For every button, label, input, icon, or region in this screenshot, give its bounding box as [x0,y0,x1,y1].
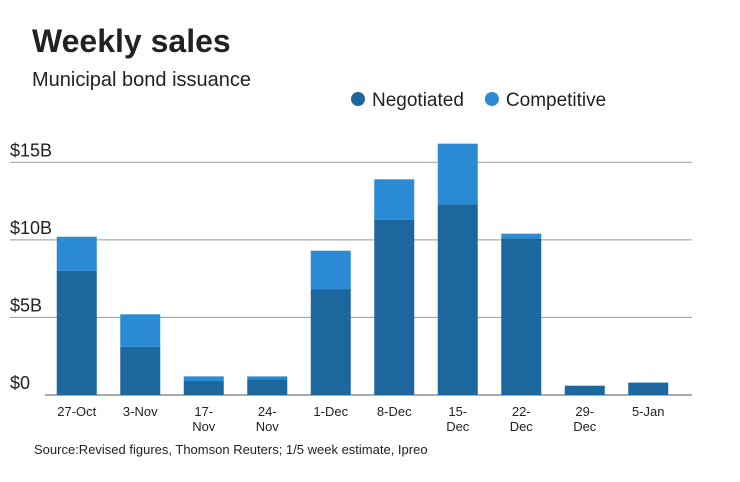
chart-subtitle: Municipal bond issuance [32,69,251,91]
bar-segment [310,250,351,290]
bar-segment [564,385,605,395]
y-tick-label: $10B [10,218,52,238]
x-tick-label: 15-Dec [446,404,470,434]
bar-segment [247,376,288,380]
legend-marker [351,92,365,106]
x-tick-label: 3-Nov [122,404,158,419]
bar-segment [437,204,478,395]
x-tick-label: 27-Oct [57,404,97,419]
bar-segment [628,382,669,395]
bar-segment [120,346,161,395]
x-tick-label: 22-Dec [509,404,533,434]
y-tick-label: $0 [10,373,30,393]
x-tick-label: 1-Dec [313,404,349,419]
bar-segment [120,314,161,347]
legend-label: Competitive [506,90,606,111]
source-note: Source:Revised figures, Thomson Reuters;… [34,442,428,457]
chart-title: Weekly sales [32,23,231,59]
bar-segment [374,179,415,220]
bar-segment [56,270,97,395]
bar-segment [247,379,288,395]
bar-segment [56,236,97,271]
x-tick-label: 17-Nov [192,404,216,434]
bar-segment [183,381,224,395]
x-tick-label: 29-Dec [573,404,597,434]
x-tick-label: 24-Nov [255,404,279,434]
bar-segment [374,219,415,395]
x-tick-label: 5-Jan [631,404,665,419]
bar-segment [437,143,478,205]
bar-segment [310,289,351,395]
bar-segment [501,233,542,239]
legend-marker [484,92,499,106]
bar-segment [183,376,224,382]
legend-label: Negotiated [372,90,464,111]
x-tick-label: 8-Dec [376,404,412,419]
y-tick-label: $5B [10,295,42,315]
y-tick-label: $15B [10,140,52,160]
bar-segment [501,238,542,395]
